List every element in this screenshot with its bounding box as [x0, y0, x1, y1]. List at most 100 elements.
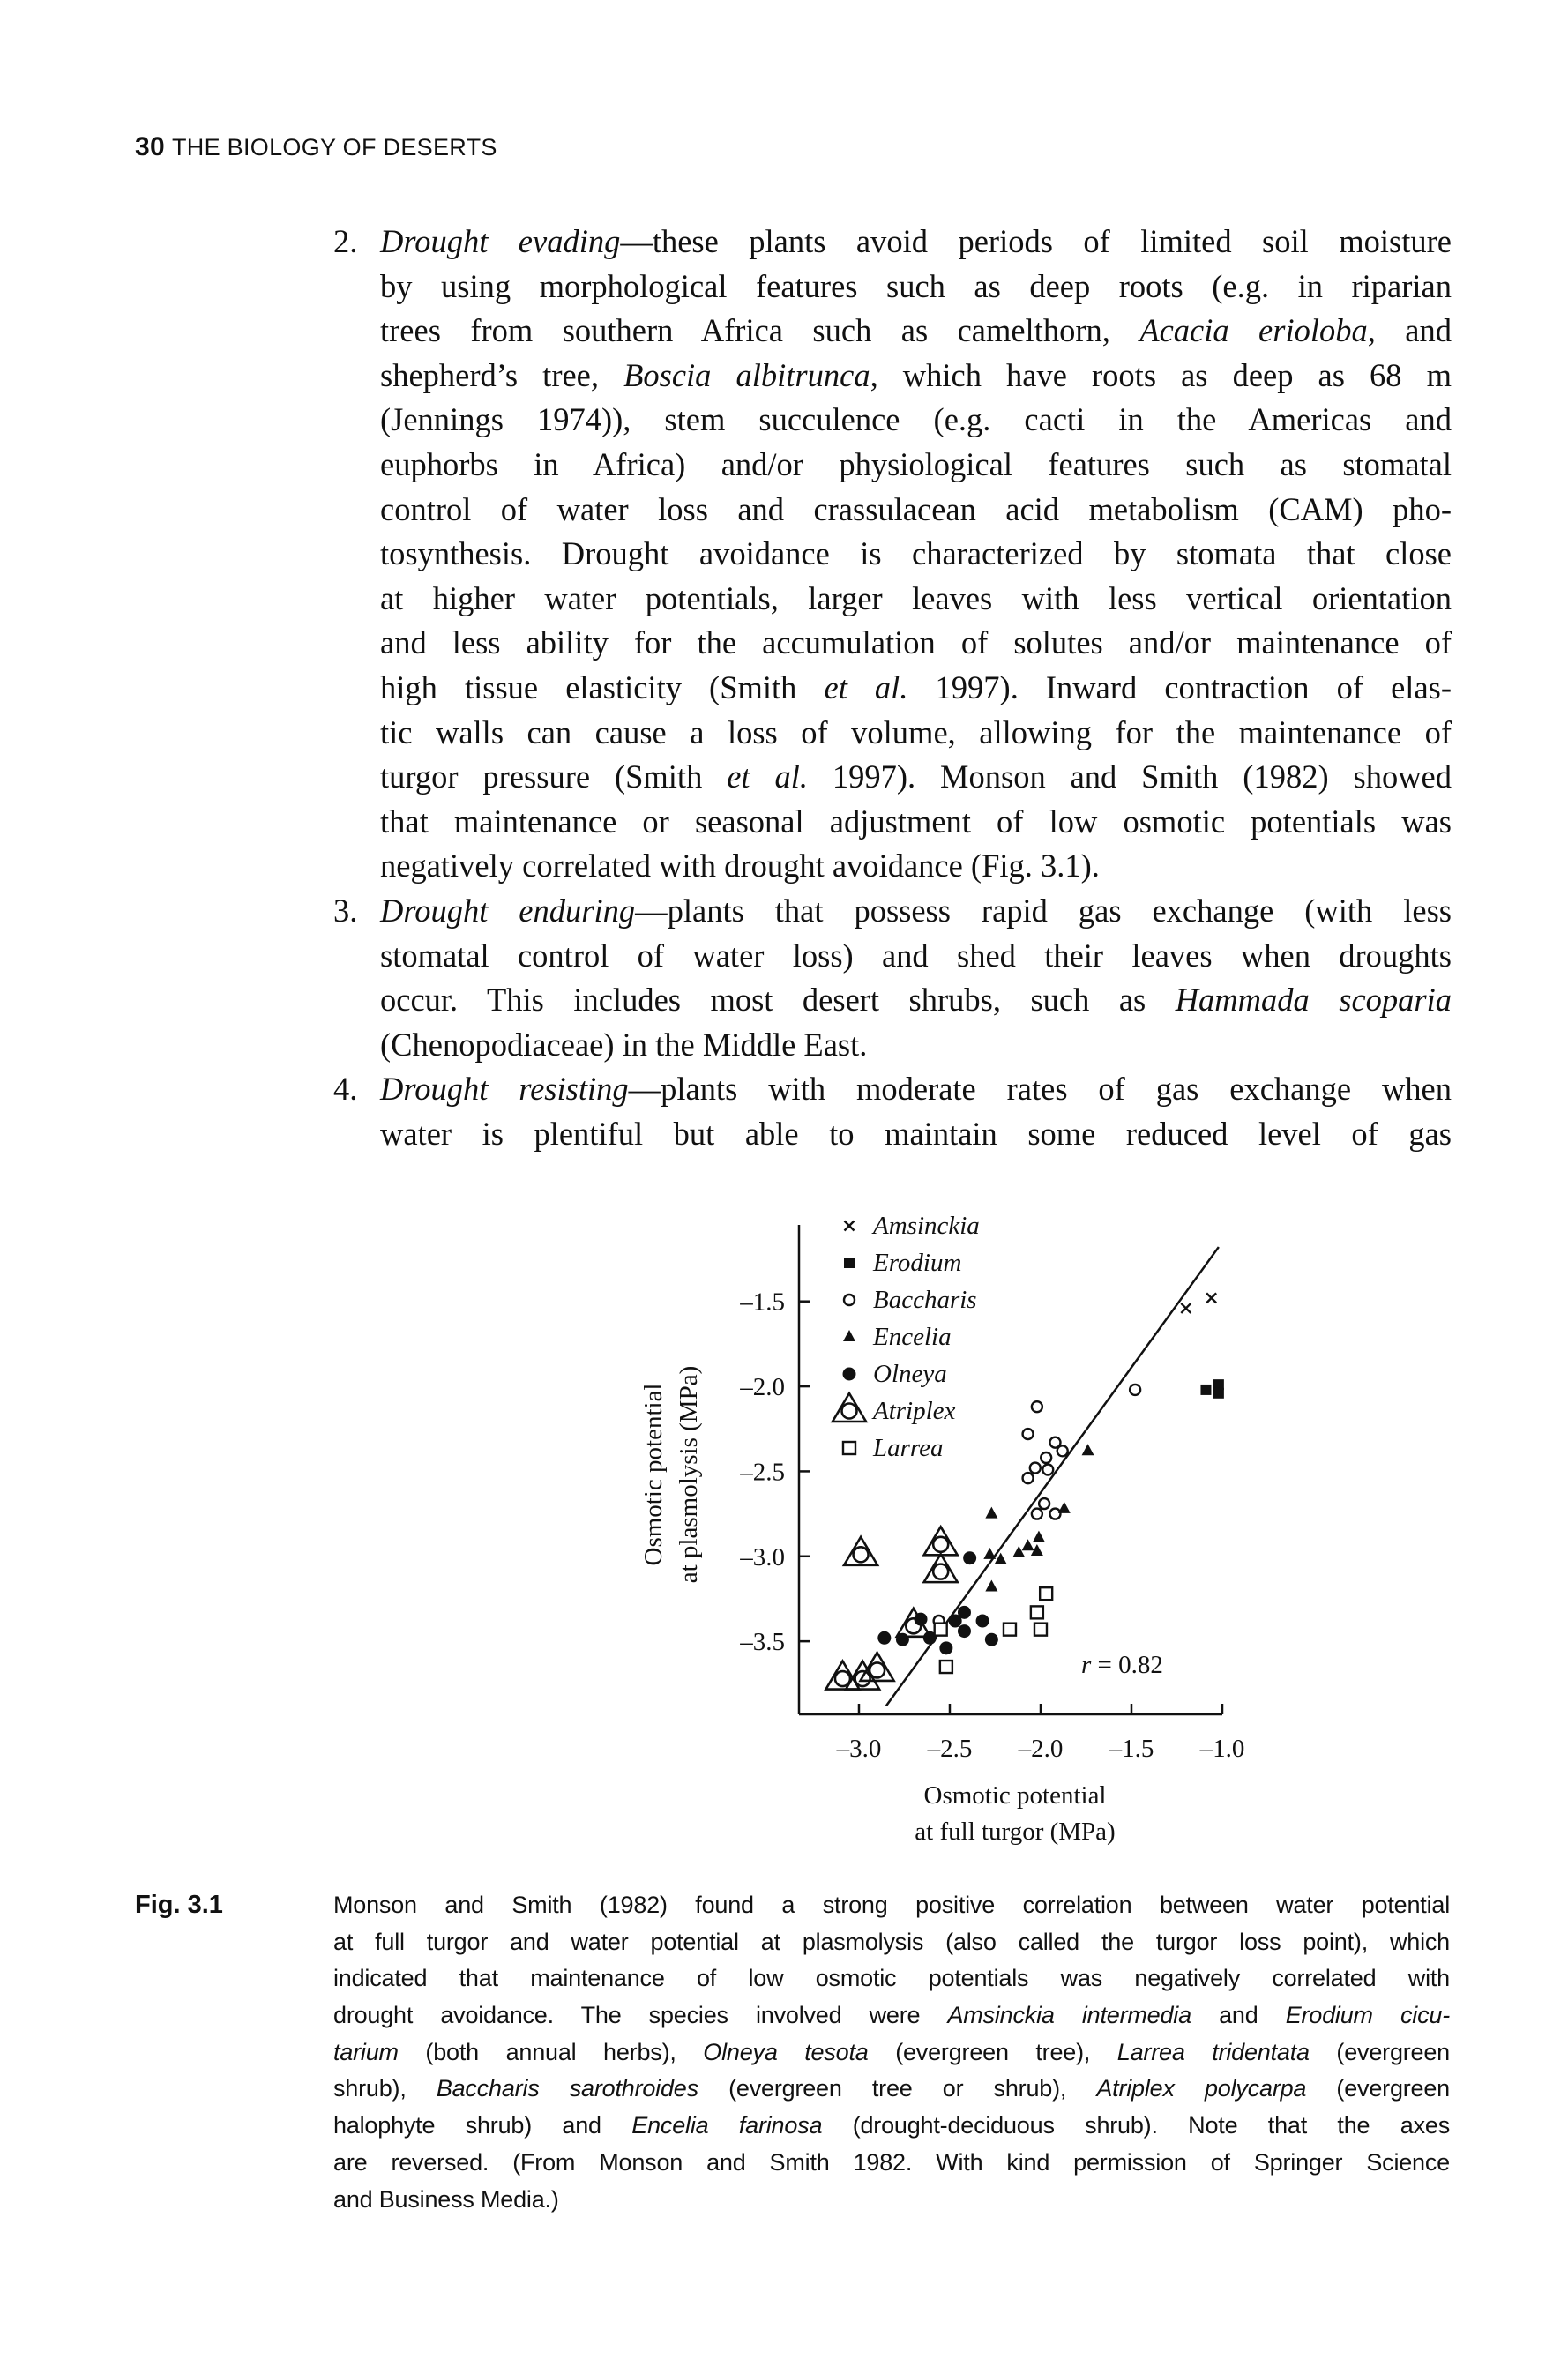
data-point-baccharis	[1128, 1383, 1142, 1397]
data-point-atriplex	[922, 1551, 959, 1584]
data-point-baccharis	[1042, 1463, 1055, 1476]
text-run: (evergreen tree or shrub),	[698, 2075, 1097, 2102]
data-point-larrea	[1002, 1622, 1018, 1637]
list-item-text: Drought evading—these plants avoid perio…	[380, 220, 1452, 889]
text-run: turgor pressure (Smith	[380, 758, 728, 795]
legend-marker-baccharis	[842, 1293, 856, 1307]
data-point-olneya	[939, 1641, 953, 1655]
r-symbol: r	[1081, 1651, 1092, 1679]
text-line: (Jennings 1974)), stem succulence (e.g. …	[380, 398, 1452, 443]
text-line: Monson and Smith (1982) found a strong p…	[333, 1887, 1450, 1924]
x-tick-label: –2.5	[927, 1735, 973, 1763]
y-tick-label: –3.5	[739, 1628, 785, 1656]
text-line: halophyte shrub) and Encelia farinosa (d…	[333, 2108, 1450, 2145]
italic-text: Amsinckia intermedia	[947, 2002, 1191, 2029]
legend-label-erodium: Erodium	[872, 1249, 961, 1277]
figure-label: Fig. 3.1	[135, 1891, 223, 1919]
italic-text: Larrea tridentata	[1116, 2038, 1310, 2065]
list-item-text: Drought enduring—plants that possess rap…	[380, 889, 1452, 1067]
data-point-baccharis	[1056, 1445, 1069, 1458]
legend-marker-amsinckia	[843, 1220, 855, 1232]
x-tick-label: –2.0	[1018, 1735, 1064, 1763]
text-line: negatively correlated with drought avoid…	[380, 844, 1452, 889]
text-run: by using morphological features such as …	[380, 267, 1452, 304]
text-run: , which have roots as deep as 68 m	[870, 356, 1452, 393]
legend-label-baccharis: Baccharis	[873, 1286, 977, 1314]
text-run: 1997). Inward contraction of elas-	[907, 668, 1452, 705]
text-run: halophyte shrub) and	[333, 2112, 632, 2139]
text-run: control of water loss and crassulacean a…	[380, 490, 1452, 527]
y-tick-label: –2.0	[739, 1373, 785, 1401]
text-run: —plants with moderate rates of gas excha…	[628, 1071, 1452, 1108]
text-run: that maintenance or seasonal adjustment …	[380, 803, 1452, 840]
text-line: at higher water potentials, larger leave…	[380, 577, 1452, 622]
data-point-larrea	[1029, 1605, 1045, 1620]
text-run: , and	[1367, 312, 1452, 349]
data-point-larrea	[933, 1622, 948, 1637]
text-line: trees from southern Africa such as camel…	[380, 309, 1452, 354]
text-line: tosynthesis. Drought avoidance is charac…	[380, 532, 1452, 577]
text-line: shrub), Baccharis sarothroides (evergree…	[333, 2071, 1450, 2108]
figure-caption: Monson and Smith (1982) found a strong p…	[333, 1887, 1450, 2218]
data-point-baccharis	[1030, 1400, 1044, 1414]
data-point-baccharis	[1021, 1471, 1034, 1485]
text-run: —plants that possess rapid gas exchange …	[635, 892, 1452, 929]
text-run: —these plants avoid periods of limited s…	[620, 223, 1452, 259]
data-point-olneya	[948, 1614, 962, 1628]
data-point-olneya	[922, 1631, 937, 1645]
data-point-baccharis	[1021, 1427, 1034, 1441]
data-point-baccharis	[1037, 1497, 1051, 1511]
text-line: drought avoidance. The species involved …	[333, 1997, 1450, 2034]
text-run: (both annual herbs),	[398, 2038, 704, 2065]
data-point-larrea	[1033, 1622, 1049, 1637]
data-point-olneya	[957, 1624, 971, 1639]
data-point-encelia	[985, 1579, 998, 1592]
text-run: euphorbs in Africa) and/or physiological…	[380, 445, 1452, 482]
y-tick-label: –1.5	[739, 1288, 785, 1317]
text-run: (drought-deciduous shrub). Note that the…	[822, 2112, 1451, 2139]
x-tick-label: –1.0	[1199, 1735, 1245, 1763]
r-value: = 0.82	[1091, 1651, 1163, 1679]
data-point-olneya	[984, 1632, 998, 1646]
text-line: Drought enduring—plants that possess rap…	[380, 889, 1452, 934]
data-point-erodium	[1213, 1387, 1224, 1399]
text-line: by using morphological features such as …	[380, 265, 1452, 310]
y-tick-label: –2.5	[739, 1458, 785, 1486]
legend-label-olneya: Olneya	[873, 1360, 947, 1388]
italic-text: Drought evading	[380, 223, 621, 259]
text-line: and Business Media.)	[333, 2182, 1450, 2219]
text-run: and less ability for the accumulation of…	[380, 624, 1452, 661]
data-point-encelia	[1032, 1530, 1045, 1542]
italic-text: et al.	[824, 668, 908, 705]
text-run: (evergreen tree),	[868, 2038, 1117, 2065]
text-run: water is plentiful but able to maintain …	[380, 1115, 1452, 1152]
data-point-encelia	[1021, 1539, 1034, 1551]
data-point-olneya	[963, 1551, 977, 1565]
data-point-encelia	[983, 1547, 997, 1559]
legend-marker-atriplex	[830, 1391, 869, 1423]
data-point-encelia	[1012, 1545, 1026, 1557]
text-line: turgor pressure (Smith et al. 1997). Mon…	[380, 755, 1452, 800]
italic-text: Hammada scoparia	[1175, 982, 1452, 1019]
data-point-atriplex	[841, 1534, 880, 1567]
data-point-baccharis	[1028, 1461, 1042, 1474]
text-run: and	[1191, 2002, 1286, 2029]
page-number: 30	[135, 132, 165, 161]
text-run: trees from southern Africa such as camel…	[380, 312, 1140, 349]
data-point-atriplex	[824, 1658, 862, 1691]
text-line: are reversed. (From Monson and Smith 198…	[333, 2145, 1450, 2182]
text-run: (Chenopodiaceae) in the Middle East.	[380, 1026, 868, 1063]
legend-label-amsinckia: Amsinckia	[871, 1212, 980, 1240]
text-run: drought avoidance. The species involved …	[333, 2002, 948, 2029]
data-point-olneya	[975, 1614, 989, 1628]
list-number: 3.	[333, 892, 358, 929]
y-tick-label: –3.0	[739, 1543, 785, 1571]
data-point-erodium	[1213, 1379, 1224, 1391]
data-point-baccharis	[1049, 1507, 1062, 1520]
text-line: indicated that maintenance of low osmoti…	[333, 1960, 1450, 1997]
text-line: shepherd’s tree, Boscia albitrunca, whic…	[380, 354, 1452, 399]
text-line: tic walls can cause a loss of volume, al…	[380, 711, 1452, 756]
x-tick-label: –1.5	[1109, 1735, 1154, 1763]
legend-label-larrea: Larrea	[872, 1434, 944, 1462]
legend-marker-olneya	[842, 1367, 856, 1381]
